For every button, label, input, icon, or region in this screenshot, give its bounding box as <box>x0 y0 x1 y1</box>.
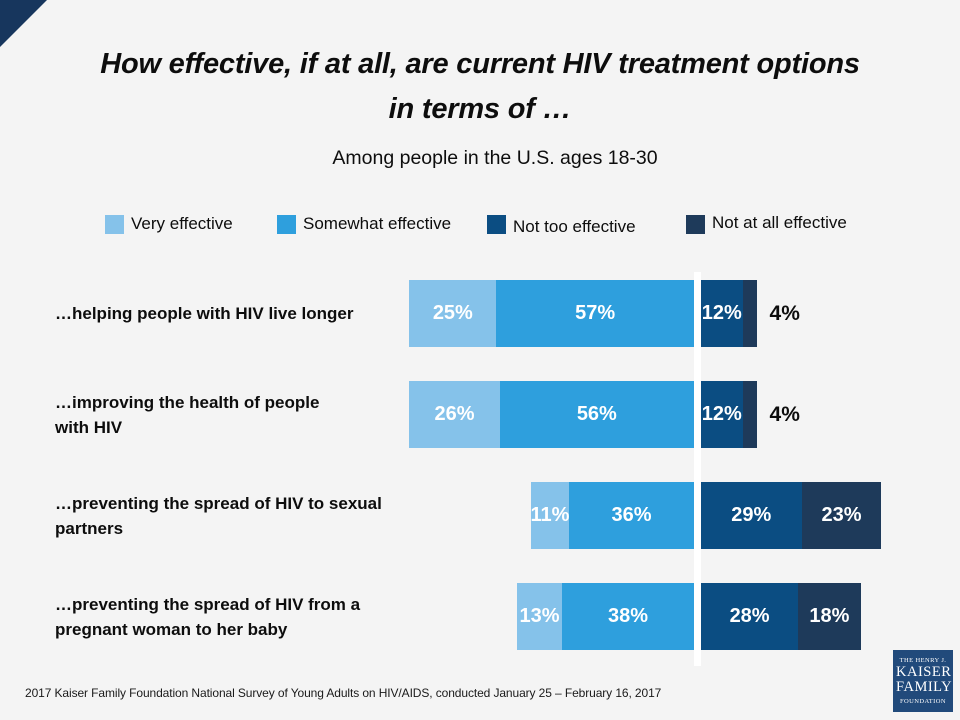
legend-item: Not too effective <box>487 214 636 236</box>
subtitle: Among people in the U.S. ages 18-30 <box>332 147 658 169</box>
legend-label: Very effective <box>131 214 233 233</box>
legend-item: Very effective <box>105 214 233 234</box>
bar-segment <box>742 381 757 448</box>
bar-segment: 18% <box>798 583 861 650</box>
bar-left-group: 11% 36% <box>531 482 694 549</box>
bar-segment-label: 12% <box>701 403 742 425</box>
kff-logo: THE HENRY J. KAISER FAMILY FOUNDATION <box>893 650 953 712</box>
logo-henry-j-text: THE HENRY J. <box>899 657 947 664</box>
bar-segment: 28% <box>701 583 799 650</box>
bar-segment-label: 12% <box>701 302 742 324</box>
legend-item: Somewhat effective <box>277 214 451 234</box>
bar-right-group: 29% 23% <box>701 482 882 549</box>
bar-left-group: 25% 57% <box>409 280 694 347</box>
outside-value-label: 4% <box>769 301 800 325</box>
bar-left-group: 13% 38% <box>517 583 694 650</box>
bar-segment <box>742 280 757 347</box>
bar-segment: 23% <box>801 482 882 549</box>
bar-segment-label: 23% <box>821 504 862 526</box>
title-line-2: in terms of … <box>388 93 572 125</box>
bar-segment: 56% <box>499 381 694 448</box>
bar-segment-label: 11% <box>530 504 570 526</box>
logo-kaiser-text: KAISER <box>896 664 952 680</box>
bar-right-group: 12% <box>701 381 757 448</box>
bar-right-group: 12% <box>701 280 757 347</box>
category-label: …helping people with HIV live longer <box>55 304 354 323</box>
legend-swatch <box>277 214 296 234</box>
bar-segment: 11% <box>531 482 569 549</box>
bar-segment: 12% <box>701 381 743 448</box>
logo-foundation-text: FOUNDATION <box>900 698 946 705</box>
bar-left-group: 26% 56% <box>409 381 694 448</box>
category-label: …preventing the spread of HIV from a pre… <box>55 594 361 639</box>
legend-label: Somewhat effective <box>303 214 452 233</box>
category-label: …preventing the spread of HIV to sexual … <box>55 493 382 538</box>
bar-segment-label: 26% <box>434 403 475 425</box>
bar-segment-label: 38% <box>608 605 649 627</box>
legend-swatch <box>487 214 506 234</box>
category-label: …improving the health of people with HIV <box>55 392 320 437</box>
bar-segment: 38% <box>562 583 694 650</box>
bar-segment-label: 28% <box>729 605 770 627</box>
bar-segment-label: 25% <box>432 302 473 324</box>
bar-segment: 13% <box>517 583 563 650</box>
legend-swatch <box>686 214 705 234</box>
bar-right-group: 28% 18% <box>701 583 861 650</box>
bar-segment-label: 56% <box>576 403 617 425</box>
legend-swatch <box>105 214 124 234</box>
source-note: 2017 Kaiser Family Foundation National S… <box>25 686 662 700</box>
legend-label: Not too effective <box>513 217 636 236</box>
bar-segment: 25% <box>409 280 497 347</box>
outside-value-label: 4% <box>769 402 800 426</box>
bar-segment-label: 18% <box>809 605 850 627</box>
bar-segment-label: 36% <box>611 504 652 526</box>
bar-segment-label: 57% <box>575 302 616 324</box>
center-divider <box>694 272 701 666</box>
page-title: How effective, if at all, are current HI… <box>0 42 960 132</box>
bar-segment: 29% <box>701 482 802 549</box>
corner-accent-triangle <box>0 0 47 47</box>
legend-label: Not at all effective <box>712 213 847 232</box>
logo-family-text: FAMILY <box>896 679 953 695</box>
bar-segment-label: 13% <box>519 605 560 627</box>
bar-segment: 57% <box>496 280 694 347</box>
legend-item: Not at all effective <box>686 213 847 234</box>
title-line-1: How effective, if at all, are current HI… <box>100 48 860 80</box>
bar-segment: 26% <box>409 381 500 448</box>
bar-segment: 36% <box>569 482 694 549</box>
bar-segment-label: 29% <box>731 504 772 526</box>
bar-segment: 12% <box>701 280 743 347</box>
